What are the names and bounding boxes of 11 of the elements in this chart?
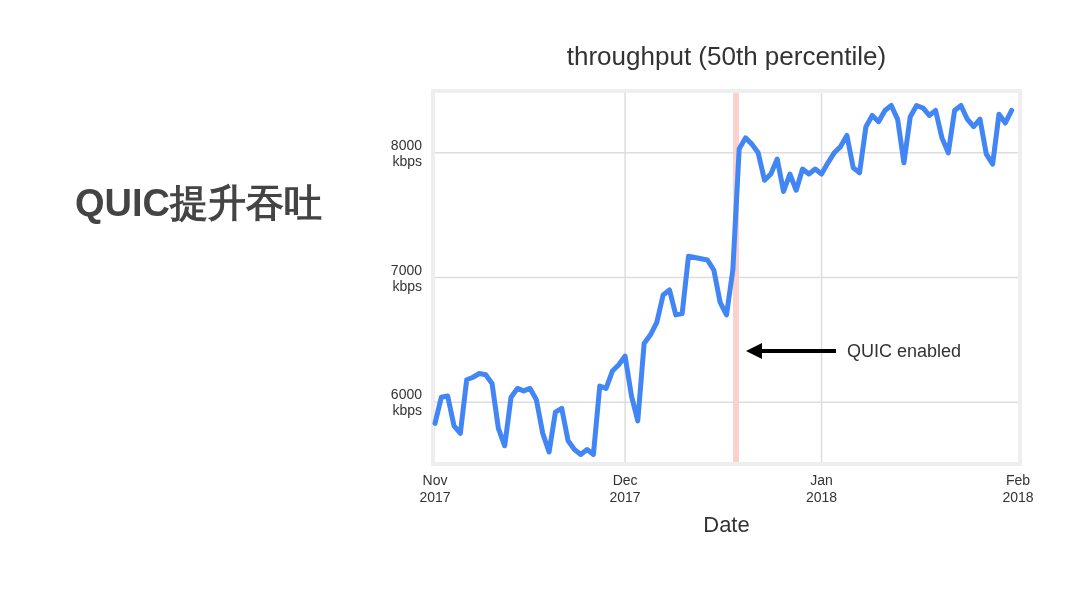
x-tick-label: Dec 2017 bbox=[609, 472, 641, 505]
annotation: QUIC enabled bbox=[847, 341, 962, 361]
x-tick-label: Feb 2018 bbox=[1002, 472, 1034, 505]
y-tick-label: 6000 kbps bbox=[390, 386, 423, 419]
text: QUIC提升吞吐 bbox=[75, 182, 322, 224]
x-tick-label: Nov 2017 bbox=[419, 472, 451, 505]
x-axis-title: Date bbox=[703, 512, 750, 537]
chart-subtitle: throughput (50th percentile) bbox=[566, 41, 887, 71]
x-tick-label: Jan 2018 bbox=[805, 472, 838, 505]
y-tick-label: 8000 kbps bbox=[390, 136, 423, 169]
y-tick-label: 7000 kbps bbox=[390, 261, 423, 294]
